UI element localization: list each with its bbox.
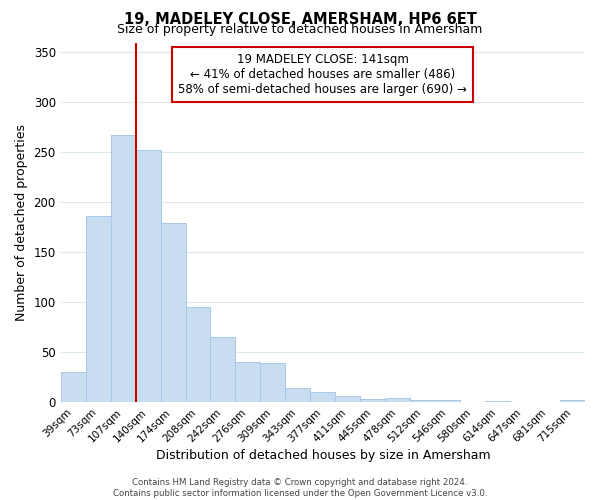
Bar (136, 150, 161, 402)
Bar (560, 400, 585, 402)
Bar (61, 372, 86, 402)
Bar (185, 308, 211, 402)
Bar (110, 136, 136, 402)
Y-axis label: Number of detached properties: Number of detached properties (15, 124, 28, 321)
Bar (235, 362, 260, 402)
Bar (310, 392, 335, 402)
Bar (485, 401, 510, 402)
Text: 19 MADELEY CLOSE: 141sqm
← 41% of detached houses are smaller (486)
58% of semi-: 19 MADELEY CLOSE: 141sqm ← 41% of detach… (178, 54, 467, 96)
Text: Contains HM Land Registry data © Crown copyright and database right 2024.
Contai: Contains HM Land Registry data © Crown c… (113, 478, 487, 498)
Text: Size of property relative to detached houses in Amersham: Size of property relative to detached ho… (118, 22, 482, 36)
Bar (335, 396, 360, 402)
Bar (161, 224, 185, 402)
Bar (211, 338, 235, 402)
Text: 19, MADELEY CLOSE, AMERSHAM, HP6 6ET: 19, MADELEY CLOSE, AMERSHAM, HP6 6ET (124, 12, 476, 28)
X-axis label: Distribution of detached houses by size in Amersham: Distribution of detached houses by size … (155, 450, 490, 462)
Bar (86, 216, 110, 402)
Bar (385, 398, 410, 402)
Bar (360, 399, 385, 402)
Bar (260, 364, 286, 402)
Bar (435, 400, 460, 402)
Bar (410, 400, 435, 402)
Bar (286, 388, 310, 402)
